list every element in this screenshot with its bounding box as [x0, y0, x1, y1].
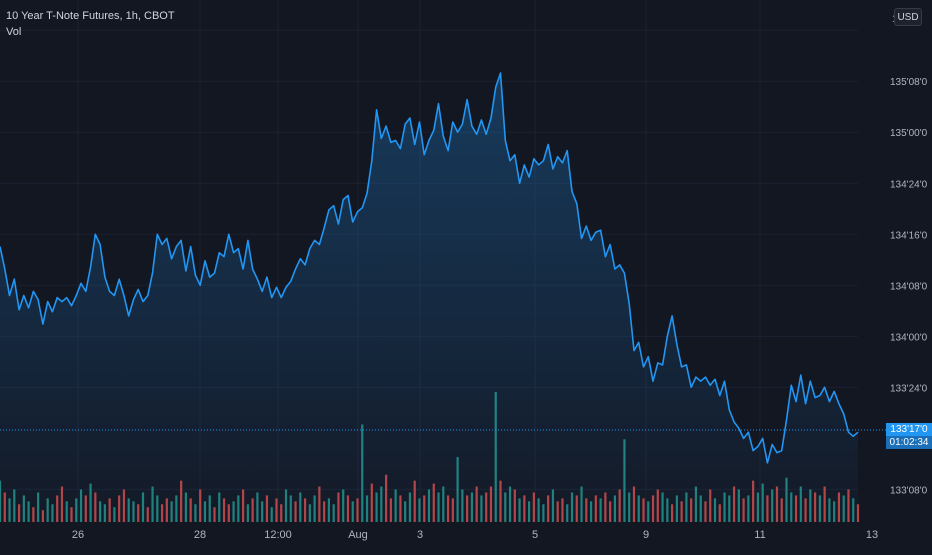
volume-legend-label[interactable]: Vol: [6, 26, 22, 38]
bar-countdown: 01:02:34: [886, 436, 932, 449]
last-price-value: 133'17'0: [890, 424, 928, 435]
time-tick-label: 28: [194, 529, 206, 541]
time-tick-label: 3: [417, 529, 423, 541]
time-tick-label: 12:00: [264, 529, 292, 541]
time-tick-label: 5: [532, 529, 538, 541]
price-tick-label: 133'24'0: [890, 383, 928, 394]
time-tick-label: 11: [754, 529, 765, 541]
price-series-line: [0, 72, 859, 464]
price-tick-label: 134'00'0: [890, 332, 928, 343]
price-tick-label: 134'08'0: [890, 281, 928, 292]
chart-legend: 10 Year T-Note Futures, 1h, CBOT Vol: [6, 8, 175, 40]
price-area: [0, 73, 858, 522]
price-area-fill: [0, 73, 858, 522]
price-tick-label: 133'08'0: [890, 485, 928, 496]
time-tick-label: 13: [866, 529, 878, 541]
price-tick-label: 135'08'0: [890, 77, 928, 88]
price-tick-label: 135'00'0: [890, 128, 928, 139]
price-tick-label: 134'16'0: [890, 230, 928, 241]
currency-button[interactable]: USD: [894, 8, 922, 26]
time-tick-label: Aug: [348, 529, 368, 541]
time-axis[interactable]: 26 28 12:00 Aug 3 5 9 11 13: [72, 529, 878, 541]
price-line: [0, 72, 859, 464]
time-tick-label: 9: [643, 529, 649, 541]
last-price-tag: 133'17'0 01:02:34: [886, 423, 932, 449]
price-tick-label: 134'24'0: [890, 179, 928, 190]
symbol-title[interactable]: 10 Year T-Note Futures, 1h, CBOT: [6, 10, 175, 22]
time-tick-label: 26: [72, 529, 84, 541]
